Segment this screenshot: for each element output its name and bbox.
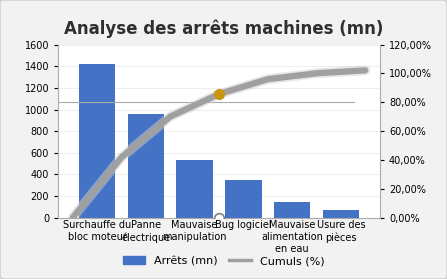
Bar <box>323 210 359 218</box>
Text: Analyse des arrêts machines (mn): Analyse des arrêts machines (mn) <box>64 20 383 38</box>
Bar <box>127 114 164 218</box>
Bar <box>225 180 261 218</box>
Bar <box>79 64 115 218</box>
Bar <box>177 160 213 218</box>
Bar <box>274 203 311 218</box>
Legend: Arrêts (mn), Cumuls (%): Arrêts (mn), Cumuls (%) <box>118 252 329 271</box>
